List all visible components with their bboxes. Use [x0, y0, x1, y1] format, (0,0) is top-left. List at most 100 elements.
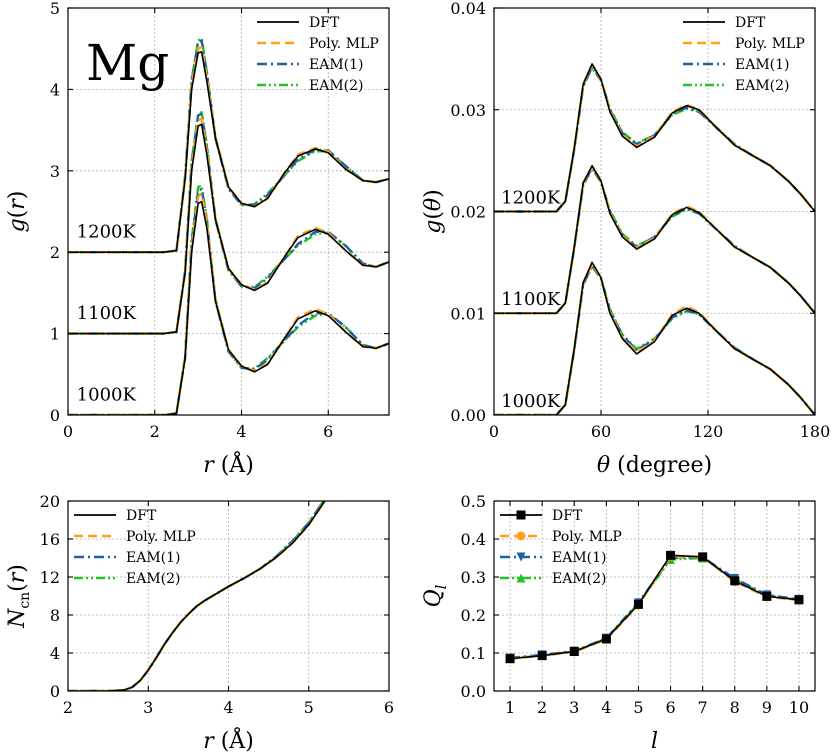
y-tick-label: 0.03	[450, 101, 486, 120]
legend-label: DFT	[126, 508, 157, 524]
x-tick-label: 4	[223, 698, 233, 717]
legend: DFT Poly. MLP EAM(1) EAM(2)	[683, 15, 805, 94]
legend-label: EAM(2)	[552, 571, 607, 587]
y-axis-label: g(r)	[5, 191, 30, 233]
legend-marker	[516, 510, 526, 520]
legend-label: Poly. MLP	[552, 529, 622, 545]
y-tick-label: 0.5	[461, 492, 486, 511]
x-axis-label: l	[651, 729, 658, 754]
x-tick-label: 5	[633, 698, 643, 717]
x-tick-label: 180	[800, 422, 831, 441]
series-line-gr-dft-1100k	[68, 123, 389, 335]
data-point-dft	[569, 646, 579, 656]
series-line-ql-dft	[509, 554, 800, 660]
temperature-label: 1000K	[501, 391, 561, 412]
temperature-label: 1200K	[77, 222, 137, 243]
x-tick-label: 4	[236, 422, 246, 441]
data-point-dft	[601, 634, 611, 644]
y-tick-label: 1	[50, 325, 60, 344]
y-axis-label: Ql	[421, 584, 450, 607]
series-line-gtheta-dft-1100k	[494, 164, 815, 315]
y-tick-label: 4	[50, 644, 60, 663]
y-tick-label: 0.01	[450, 304, 486, 323]
data-point-dft	[666, 550, 676, 560]
data-point-dft	[730, 576, 740, 586]
x-tick-label: 2	[150, 422, 160, 441]
data-point-dft	[698, 552, 708, 562]
x-axis-label: θ (degree)	[597, 453, 712, 478]
ncn-panel: 2 3 4 5 6 0 4 8 12 16 20 r (Å) Ncn(r) DFT Poly. MLP EAM…	[5, 492, 394, 754]
legend-label: EAM(2)	[309, 78, 364, 94]
legend: DFT Poly. MLP EAM(1) EAM(2)	[500, 508, 622, 587]
legend-label: EAM(2)	[735, 78, 790, 94]
legend-label: EAM(1)	[552, 550, 607, 566]
legend-label: DFT	[735, 15, 766, 31]
legend-label: EAM(1)	[309, 57, 364, 73]
temperature-label: 1100K	[501, 289, 561, 310]
x-tick-label: 9	[762, 698, 772, 717]
y-tick-label: 16	[40, 530, 60, 549]
data-point-dft	[794, 595, 804, 605]
y-axis-label: Ncn(r)	[5, 564, 33, 629]
legend-marker	[516, 552, 526, 562]
y-tick-label: 0.3	[461, 568, 486, 587]
legend-marker	[516, 573, 526, 583]
x-tick-label: 60	[591, 422, 611, 441]
y-tick-label: 2	[50, 243, 60, 262]
y-tick-label: 5	[50, 0, 60, 18]
series-line-ncn-polymlp	[68, 501, 326, 691]
data-point-dft	[762, 591, 772, 601]
x-tick-label: 4	[601, 698, 611, 717]
y-tick-label: 0.00	[450, 406, 486, 425]
axes-frame	[493, 500, 816, 692]
series-line-gr-eam2-1000k	[68, 184, 389, 415]
legend-label: EAM(1)	[126, 550, 181, 566]
y-tick-label: 0.1	[461, 644, 486, 663]
x-tick-label: 3	[143, 698, 153, 717]
y-tick-label: 0.2	[461, 606, 486, 625]
legend-label: DFT	[552, 508, 583, 524]
x-tick-label: 2	[537, 698, 547, 717]
x-tick-label: 8	[730, 698, 740, 717]
x-tick-label: 6	[323, 422, 333, 441]
x-tick-label: 6	[384, 698, 394, 717]
y-tick-label: 0.02	[450, 203, 486, 222]
y-tick-label: 0.0	[461, 682, 486, 701]
x-tick-label: 7	[698, 698, 708, 717]
x-tick-label: 10	[789, 698, 809, 717]
legend-label: Poly. MLP	[735, 36, 805, 52]
x-tick-label: 1	[505, 698, 515, 717]
x-tick-label: 5	[304, 698, 314, 717]
temperature-label: 1100K	[77, 303, 137, 324]
legend-label: EAM(1)	[735, 57, 790, 73]
ql-panel: 1 2 3 4 5 6 7 8 9 10 0.0 0.1 0.2 0.3 0.4 0.5 l Ql DFT Poly.…	[421, 492, 816, 754]
x-axis-label: r (Å)	[203, 450, 254, 478]
x-tick-label: 0	[63, 422, 73, 441]
gr-panel: 0 2 4 6 0 1 2 3 4 5 r (Å) g(r) 1200K 1100K 1000K Mg DFT P…	[5, 0, 390, 478]
gtheta-panel: 0 60 120 180 0.00 0.01 0.02 0.03 0.04 θ (degree) g…	[421, 0, 830, 478]
series-line-ncn-eam1	[68, 501, 325, 691]
y-tick-label: 0.04	[450, 0, 486, 18]
y-tick-label: 12	[40, 568, 60, 587]
x-tick-label: 6	[665, 698, 675, 717]
y-tick-label: 0.4	[461, 530, 486, 549]
data-point-dft	[505, 654, 515, 664]
legend-marker	[516, 531, 526, 541]
y-tick-label: 8	[50, 606, 60, 625]
legend-label: DFT	[309, 15, 340, 31]
series-line-ncn-dft	[68, 501, 326, 691]
y-tick-label: 0	[50, 682, 60, 701]
y-tick-label: 4	[50, 80, 60, 99]
x-tick-label: 3	[569, 698, 579, 717]
series-line-gtheta-dft-1200k	[494, 63, 815, 213]
series-line-gr-dft-1000k	[68, 200, 389, 415]
x-tick-label: 0	[489, 422, 499, 441]
y-tick-label: 20	[40, 492, 60, 511]
temperature-label: 1200K	[501, 187, 561, 208]
x-tick-label: 120	[693, 422, 724, 441]
temperature-label: 1000K	[77, 384, 137, 405]
data-point-dft	[537, 651, 547, 661]
y-axis-label: g(θ)	[421, 189, 446, 234]
element-annotation: Mg	[86, 34, 169, 92]
